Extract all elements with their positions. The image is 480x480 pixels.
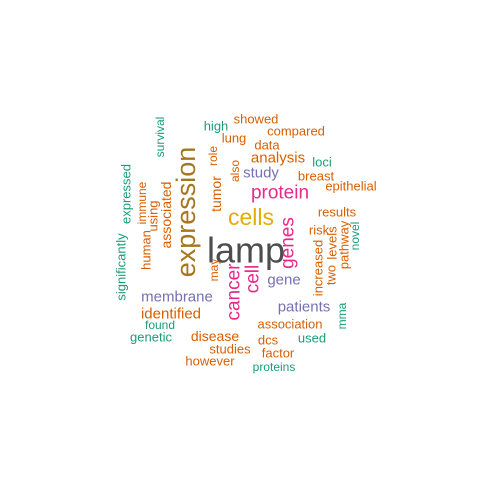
word-pathway: pathway — [337, 220, 352, 269]
word-found: found — [145, 318, 175, 332]
word-association: association — [257, 317, 322, 332]
word-role: role — [206, 146, 220, 166]
word-human: human — [139, 230, 154, 270]
word-compared: compared — [267, 124, 325, 139]
word-patients: patients — [278, 299, 331, 316]
word-increased: increased — [311, 240, 326, 296]
word-also: also — [228, 160, 242, 182]
word-lung: lung — [222, 131, 247, 146]
word-novel: novel — [348, 222, 362, 251]
word-identified: identified — [141, 306, 201, 323]
word-risk: risk — [309, 223, 330, 238]
word-may: may — [207, 259, 221, 282]
word-immune: immune — [135, 181, 149, 224]
word-cancer: cancer — [224, 263, 245, 321]
word-study: study — [243, 165, 279, 182]
word-analysis: analysis — [251, 150, 305, 167]
word-genes: genes — [278, 217, 299, 269]
word-protein: protein — [251, 183, 309, 204]
word-disease: disease — [191, 328, 239, 344]
word-high: high — [204, 119, 229, 134]
word-dcs: dcs — [258, 333, 279, 348]
word-loci: loci — [312, 155, 332, 170]
word-gene: gene — [267, 272, 300, 289]
word-results: results — [318, 205, 357, 220]
word-membrane: membrane — [141, 289, 213, 306]
word-factor: factor — [262, 346, 295, 361]
word-breast: breast — [298, 169, 335, 184]
word-epithelial: epithelial — [325, 179, 376, 194]
word-genetic: genetic — [130, 330, 172, 345]
word-however: however — [185, 354, 235, 369]
word-levels: levels — [325, 226, 340, 260]
word-studies: studies — [209, 342, 251, 357]
word-data: data — [254, 138, 280, 153]
word-two: two — [324, 265, 339, 285]
word-tumor: tumor — [208, 176, 224, 212]
word-showed: showed — [234, 112, 279, 127]
word-expression: expression — [171, 147, 201, 278]
word-cells: cells — [228, 204, 274, 230]
word-expressed: expressed — [119, 164, 134, 224]
word-survival: survival — [153, 117, 167, 158]
word-lamp: lamp — [207, 230, 285, 271]
word-mma: mma — [335, 302, 349, 329]
word-using: using — [146, 200, 161, 231]
word-used: used — [298, 331, 326, 346]
word-associated: associated — [158, 182, 174, 249]
word-cell: cell — [243, 265, 264, 294]
word-proteins: proteins — [253, 360, 296, 374]
word-significantly: significantly — [114, 233, 129, 301]
